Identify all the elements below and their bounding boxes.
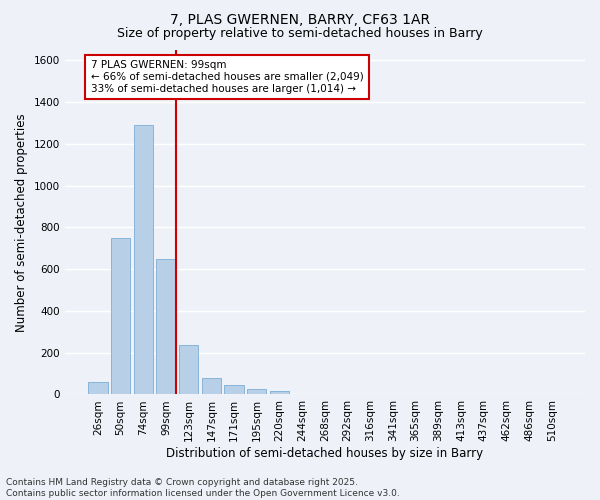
Text: 7, PLAS GWERNEN, BARRY, CF63 1AR: 7, PLAS GWERNEN, BARRY, CF63 1AR bbox=[170, 12, 430, 26]
Bar bbox=[134, 125, 153, 394]
Text: Contains HM Land Registry data © Crown copyright and database right 2025.
Contai: Contains HM Land Registry data © Crown c… bbox=[6, 478, 400, 498]
Text: Size of property relative to semi-detached houses in Barry: Size of property relative to semi-detach… bbox=[117, 28, 483, 40]
Bar bbox=[157, 259, 176, 394]
Text: 7 PLAS GWERNEN: 99sqm
← 66% of semi-detached houses are smaller (2,049)
33% of s: 7 PLAS GWERNEN: 99sqm ← 66% of semi-deta… bbox=[91, 60, 364, 94]
Bar bbox=[179, 346, 199, 395]
Bar bbox=[88, 382, 107, 394]
Bar bbox=[247, 389, 266, 394]
Bar bbox=[111, 238, 130, 394]
Y-axis label: Number of semi-detached properties: Number of semi-detached properties bbox=[15, 113, 28, 332]
Bar bbox=[202, 378, 221, 394]
Bar bbox=[270, 392, 289, 394]
X-axis label: Distribution of semi-detached houses by size in Barry: Distribution of semi-detached houses by … bbox=[166, 447, 484, 460]
Bar bbox=[224, 385, 244, 394]
